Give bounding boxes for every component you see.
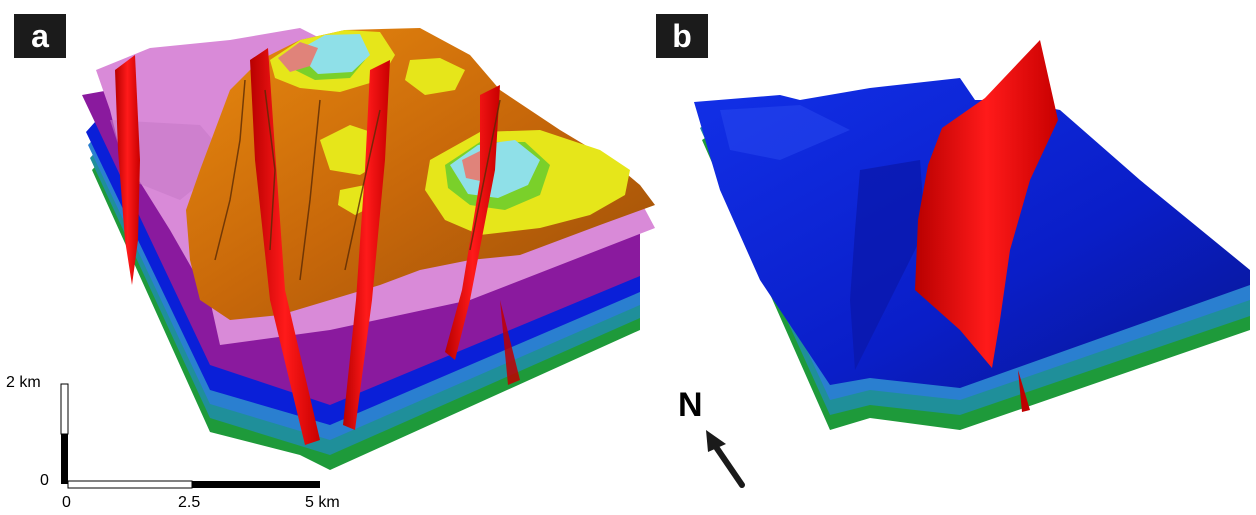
salmon-core-1-a (278, 42, 318, 72)
scale-bar-vertical-black (61, 434, 68, 484)
north-arrow-icon (706, 430, 745, 488)
fault-4-a (445, 85, 500, 360)
scale-bar-horizontal-black (192, 481, 320, 488)
scale-vertical-bottom-label: 0 (40, 472, 49, 489)
scale-vertical-top-label: 2 km (6, 374, 41, 391)
yellow-zone-2-a (405, 58, 465, 95)
scale-bar-horizontal-white (67, 480, 193, 489)
scale-horizontal-label-2-5: 2.5 (178, 494, 201, 511)
fault-2-a (250, 48, 320, 445)
scale-horizontal-label-5km: 5 km (305, 494, 340, 511)
scale-horizontal-label-0: 0 (62, 494, 71, 511)
scale-bar (60, 383, 320, 489)
panel-label-a: a (14, 14, 66, 58)
geological-model-b (694, 40, 1250, 430)
panel-label-b: b (656, 14, 708, 58)
north-label: N (678, 386, 703, 424)
scale-bar-vertical-white (60, 383, 69, 435)
fault-tip-b (1018, 370, 1030, 412)
fault-5-a (500, 300, 520, 385)
blue-highlight-b (720, 105, 850, 160)
fault-3-a (343, 60, 390, 430)
layer-orange-a (186, 28, 655, 320)
blue-trough-b (850, 160, 925, 370)
cyan-zone-1-a (295, 34, 370, 74)
fault-plane-b (915, 40, 1058, 368)
fault-1-a (115, 55, 140, 285)
geological-model-a (82, 28, 655, 470)
fault-traces-a (214, 79, 501, 281)
